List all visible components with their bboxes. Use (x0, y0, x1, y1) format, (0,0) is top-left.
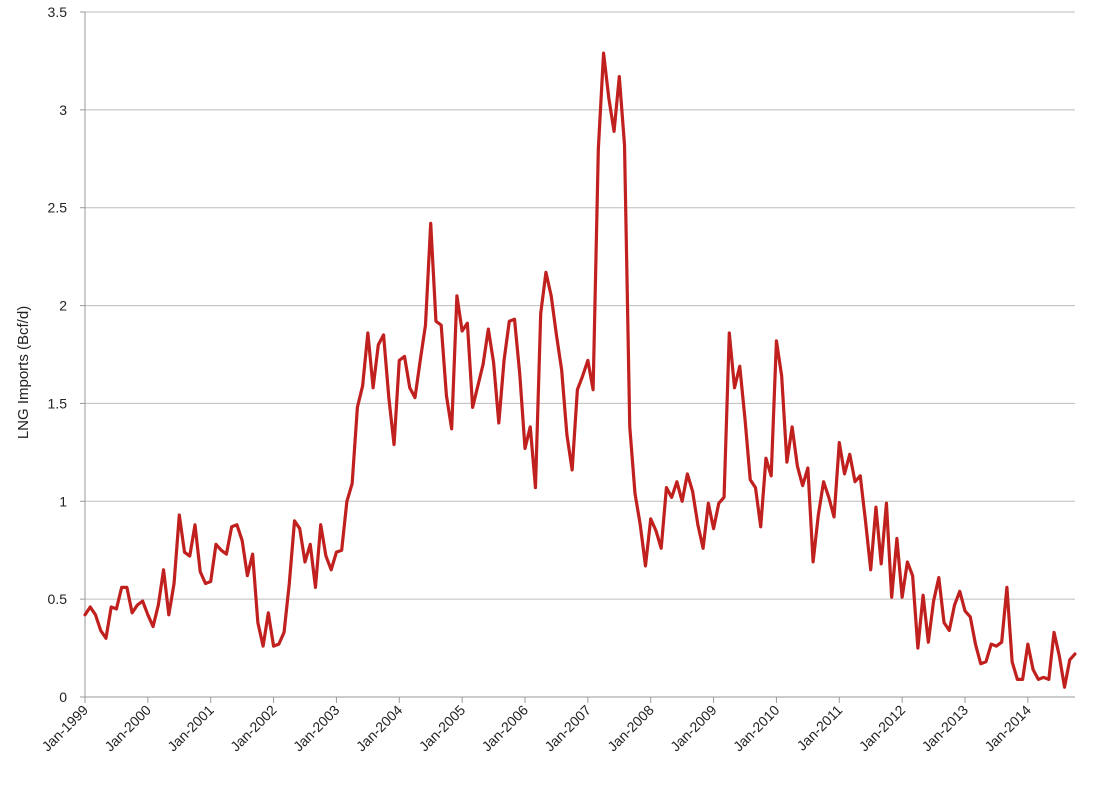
y-axis-label: LNG Imports (Bcf/d) (15, 306, 32, 439)
y-tick-label: 1.5 (48, 395, 68, 411)
x-tick-label: Jan-2008 (604, 702, 657, 755)
x-tick-label: Jan-2004 (353, 702, 406, 755)
gridlines (85, 11, 1075, 600)
x-tick-label: Jan-2011 (794, 702, 846, 754)
x-tick-labels: Jan-1999 Jan-2000 Jan-2001 Jan-2002 Jan-2003… (39, 697, 1034, 755)
x-tick-label: Jan-2003 (290, 702, 343, 755)
y-tick-label: 0 (59, 689, 67, 705)
x-tick-label: Jan-2002 (227, 702, 280, 755)
x-tick-label: Jan-2010 (730, 702, 783, 755)
x-tick-label: Jan-1999 (39, 702, 92, 755)
y-tick-label: 3.5 (48, 4, 68, 20)
x-tick-label: Jan-2001 (164, 702, 217, 755)
y-tick-label: 3 (59, 102, 67, 118)
series-line-lng-imports (83, 51, 1077, 689)
x-tick-label: Jan-2006 (479, 702, 532, 755)
x-tick-label: Jan-2014 (981, 702, 1034, 755)
y-tick-label: 2.5 (48, 200, 68, 216)
x-tick-label: Jan-2012 (856, 702, 909, 755)
series-group (83, 51, 1077, 689)
x-tick-label: Jan-2013 (919, 702, 972, 755)
x-tick-label: Jan-2007 (541, 702, 594, 755)
y-tick-labels: 0 0.5 1 1.5 2 2.5 3 3.5 (48, 4, 85, 705)
y-tick-label: 0.5 (48, 591, 68, 607)
y-tick-label: 1 (59, 493, 67, 509)
x-tick-label: Jan-2000 (101, 702, 154, 755)
x-tick-label: Jan-2009 (667, 702, 720, 755)
x-tick-label: Jan-2005 (416, 702, 469, 755)
y-tick-label: 2 (59, 298, 67, 314)
